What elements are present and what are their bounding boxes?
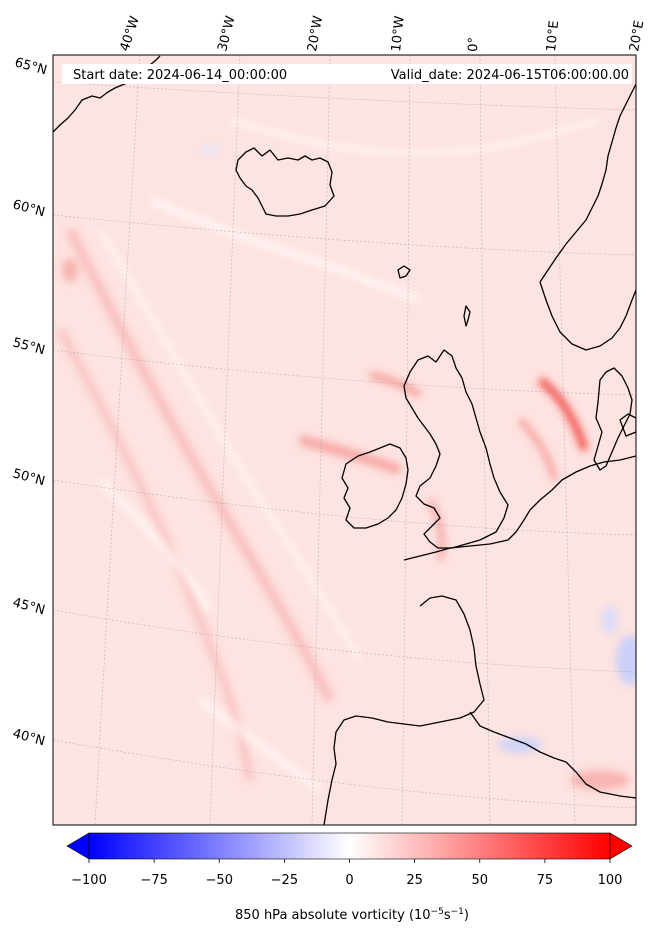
colorbar-title-unit: s — [444, 908, 451, 923]
header-band — [62, 64, 632, 84]
lon-line — [554, 55, 576, 825]
start-date-label: Start date: 2024-06-14_00:00:00 — [73, 68, 287, 83]
lon-line — [311, 55, 331, 825]
colorbar-title: 850 hPa absolute vorticity (10−5s−1) — [235, 907, 469, 923]
colorbar-extend-min — [66, 832, 90, 860]
coastlines — [53, 55, 636, 825]
lat-line — [53, 739, 636, 809]
streak-band — [97, 477, 214, 613]
colorbar-tick-label: 100 — [598, 873, 623, 888]
colorbar-tick-label: −25 — [271, 873, 298, 888]
blue-patch — [616, 635, 636, 685]
colorbar-tick-label: −75 — [140, 873, 167, 888]
colorbar-tick-label: 50 — [471, 873, 488, 888]
lon-label-20e: 20°E — [627, 19, 647, 52]
colorbar-tick-label: −50 — [206, 873, 233, 888]
lat-line — [53, 479, 636, 536]
colorbar-body — [88, 832, 611, 860]
field-background — [53, 55, 636, 825]
colorbar-tick-label: 25 — [406, 873, 423, 888]
lon-label-10w: 10°W — [389, 15, 408, 52]
streak-band — [537, 376, 589, 452]
lon-label-10e: 10°E — [544, 20, 562, 53]
streak-band — [148, 196, 422, 304]
lon-label-20w: 20°W — [305, 15, 326, 53]
france-spain-coast — [323, 455, 636, 825]
streak-band — [517, 417, 558, 481]
faroe-coast — [397, 265, 411, 279]
red-patch — [570, 770, 630, 790]
graticule — [53, 55, 636, 825]
colorbar-title-exp2: −1 — [451, 907, 464, 917]
lat-line — [53, 609, 636, 673]
colorbar-ticks: −100 −75 −50 −25 0 25 50 75 100 — [71, 859, 622, 888]
lat-line — [53, 349, 636, 396]
denmark-sweden-coast — [593, 367, 633, 471]
blue-patch — [200, 145, 220, 155]
streak-band — [65, 227, 335, 703]
colorbar-tick-label: −100 — [71, 873, 107, 888]
lat-label-60n: 60°N — [11, 197, 47, 220]
colorbar-title-end: ) — [464, 908, 469, 923]
blue-patch — [498, 737, 542, 753]
streak-band — [298, 435, 402, 475]
colorbar: −100 −75 −50 −25 0 25 50 75 100 850 hPa absolute… — [66, 832, 633, 923]
colorbar-extend-max — [609, 832, 633, 860]
blue-patch — [602, 606, 618, 634]
lon-label-40w: 40°W — [118, 14, 143, 53]
lon-line — [209, 55, 241, 825]
lon-label-0: 0° — [466, 37, 482, 52]
lat-line — [53, 214, 636, 256]
streak-band — [229, 117, 601, 156]
lon-line — [479, 55, 491, 825]
streak-band — [427, 498, 445, 561]
ireland-coast — [341, 443, 409, 529]
streak-band — [56, 328, 254, 781]
lon-labels: 40°W 30°W 20°W 10°W 0° 10°E 20°E — [118, 14, 648, 53]
streak-band — [196, 696, 324, 794]
great-britain-coast — [403, 349, 509, 549]
lat-label-50n: 50°N — [11, 466, 47, 489]
lon-line — [401, 55, 411, 825]
baltic-islands-coast — [619, 413, 636, 437]
lat-label-40n: 40°N — [11, 726, 47, 749]
vorticity-field — [53, 55, 636, 825]
lat-label-65n: 65°N — [13, 55, 49, 78]
colorbar-tick-label: 0 — [345, 873, 353, 888]
shetland-coast — [463, 305, 471, 327]
streak-band — [97, 228, 363, 662]
lat-label-45n: 45°N — [11, 595, 47, 618]
valid-date-label: Valid_date: 2024-06-15T06:00:00.00 — [391, 68, 629, 83]
norway-coast — [539, 83, 636, 351]
map-frame — [52, 54, 637, 826]
iceland-coast — [235, 147, 335, 217]
colorbar-title-exp1: −5 — [431, 907, 444, 917]
colorbar-tick-label: 75 — [537, 873, 554, 888]
lat-labels: 65°N 60°N 55°N 50°N 45°N 40°N — [11, 55, 49, 749]
streak-band — [369, 371, 422, 398]
lat-label-55n: 55°N — [11, 335, 47, 358]
colorbar-title-main: 850 hPa absolute vorticity (10 — [235, 908, 431, 923]
lat-line — [53, 81, 636, 111]
red-patch — [62, 258, 78, 282]
lon-label-30w: 30°W — [215, 14, 238, 53]
